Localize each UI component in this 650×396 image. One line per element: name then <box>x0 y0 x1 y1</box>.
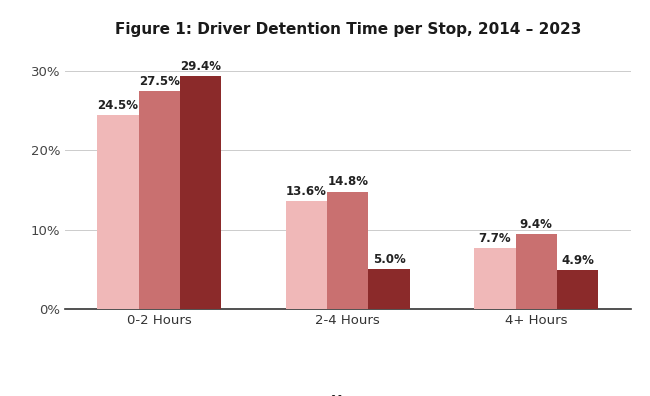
Text: 7.7%: 7.7% <box>478 232 511 245</box>
Bar <box>285 201 327 309</box>
Text: 13.6%: 13.6% <box>286 185 327 198</box>
Bar <box>180 76 222 309</box>
Bar <box>97 115 138 309</box>
Bar <box>557 270 599 309</box>
Text: 4.9%: 4.9% <box>562 254 594 267</box>
Text: 24.5%: 24.5% <box>98 99 138 112</box>
Text: 9.4%: 9.4% <box>520 218 552 231</box>
Bar <box>515 234 557 309</box>
Legend: 2014, 2018, 2023: 2014, 2018, 2023 <box>248 388 448 396</box>
Text: 27.5%: 27.5% <box>139 75 179 88</box>
Text: 5.0%: 5.0% <box>373 253 406 266</box>
Bar <box>327 192 369 309</box>
Bar <box>138 91 180 309</box>
Text: 14.8%: 14.8% <box>327 175 369 188</box>
Text: 29.4%: 29.4% <box>180 60 221 73</box>
Bar <box>474 248 515 309</box>
Title: Figure 1: Driver Detention Time per Stop, 2014 – 2023: Figure 1: Driver Detention Time per Stop… <box>114 22 581 37</box>
Bar <box>369 269 410 309</box>
